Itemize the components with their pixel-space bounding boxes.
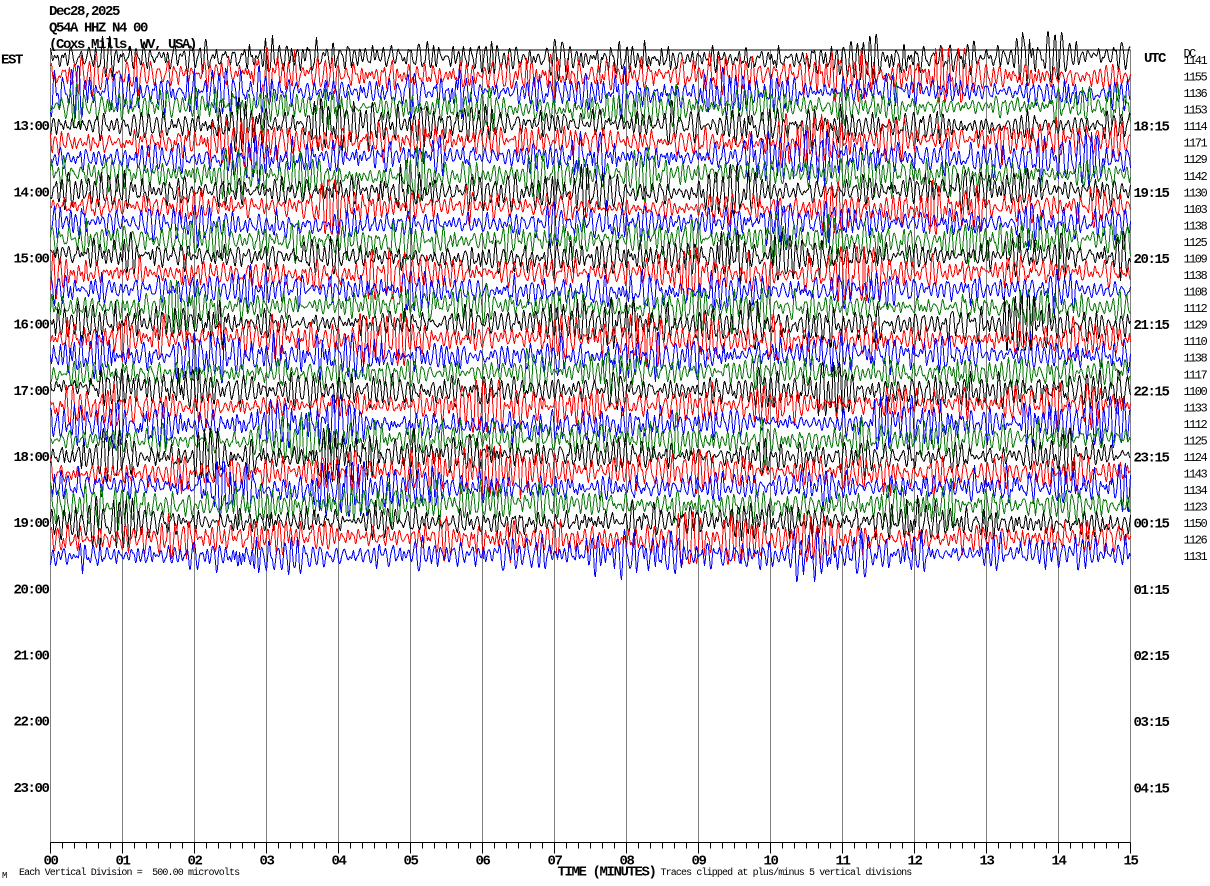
svg-text:1126: 1126 (1184, 534, 1208, 548)
svg-text:1108: 1108 (1184, 286, 1208, 300)
svg-text:1142: 1142 (1184, 170, 1208, 184)
svg-text:13: 13 (979, 854, 994, 870)
svg-text:Q54A HHZ N4 00: Q54A HHZ N4 00 (49, 21, 148, 37)
svg-text:1138: 1138 (1184, 219, 1208, 233)
svg-text:Each Vertical Division = 500.: Each Vertical Division = 500.00 microvol… (19, 867, 240, 879)
svg-text:DC: DC (1184, 47, 1197, 61)
svg-text:1136: 1136 (1184, 87, 1208, 101)
svg-text:03: 03 (259, 854, 274, 870)
svg-text:1141: 1141 (1184, 54, 1208, 68)
svg-text:(Coxs Mills, WV, USA): (Coxs Mills, WV, USA) (49, 37, 196, 53)
svg-text:1155: 1155 (1184, 71, 1208, 85)
svg-text:1124: 1124 (1184, 451, 1208, 465)
svg-text:22:15: 22:15 (1134, 384, 1170, 400)
svg-text:18:15: 18:15 (1134, 120, 1170, 136)
svg-text:1125: 1125 (1184, 434, 1208, 448)
svg-text:00: 00 (43, 854, 58, 870)
svg-text:1109: 1109 (1184, 252, 1208, 266)
svg-text:02:15: 02:15 (1134, 649, 1170, 665)
svg-text:1130: 1130 (1184, 186, 1208, 200)
svg-text:10: 10 (763, 854, 778, 870)
svg-text:19:00: 19:00 (13, 516, 49, 532)
svg-text:1123: 1123 (1184, 501, 1208, 515)
svg-text:02: 02 (187, 854, 202, 870)
svg-text:19:15: 19:15 (1134, 186, 1170, 202)
svg-text:11: 11 (835, 854, 850, 870)
svg-text:1100: 1100 (1184, 385, 1208, 399)
svg-text:23:15: 23:15 (1134, 450, 1170, 466)
svg-text:07: 07 (547, 854, 562, 870)
svg-text:09: 09 (691, 854, 706, 870)
svg-text:23:00: 23:00 (13, 781, 49, 797)
svg-text:12: 12 (907, 854, 922, 870)
svg-text:01:15: 01:15 (1134, 583, 1170, 599)
svg-text:1114: 1114 (1184, 120, 1208, 134)
svg-text:14: 14 (1051, 854, 1066, 870)
svg-text:TIME (MINUTES): TIME (MINUTES) (558, 865, 656, 881)
svg-text:1138: 1138 (1184, 352, 1208, 366)
svg-text:1138: 1138 (1184, 269, 1208, 283)
svg-text:17:00: 17:00 (13, 384, 49, 400)
svg-text:1134: 1134 (1184, 484, 1208, 498)
svg-text:05: 05 (403, 854, 418, 870)
svg-text:15:00: 15:00 (13, 251, 49, 267)
svg-text:03:15: 03:15 (1134, 715, 1170, 731)
svg-text:1129: 1129 (1184, 153, 1208, 167)
svg-text:20:15: 20:15 (1134, 252, 1170, 268)
svg-text:1112: 1112 (1184, 418, 1208, 432)
svg-text:00:15: 00:15 (1134, 517, 1170, 533)
svg-text:04: 04 (331, 854, 346, 870)
svg-text:EST: EST (1, 53, 23, 69)
svg-text:14:00: 14:00 (13, 185, 49, 201)
svg-text:16:00: 16:00 (13, 318, 49, 334)
svg-text:1117: 1117 (1184, 368, 1208, 382)
svg-text:1129: 1129 (1184, 319, 1208, 333)
svg-text:21:00: 21:00 (13, 648, 49, 664)
svg-text:1125: 1125 (1184, 236, 1208, 250)
svg-text:06: 06 (475, 854, 490, 870)
svg-text:22:00: 22:00 (13, 715, 49, 731)
svg-text:1131: 1131 (1184, 550, 1208, 564)
svg-text:13:00: 13:00 (13, 119, 49, 135)
svg-text:1112: 1112 (1184, 302, 1208, 316)
svg-text:04:15: 04:15 (1134, 781, 1170, 797)
svg-text:1110: 1110 (1184, 335, 1208, 349)
svg-text:Traces clipped at plus/minus 5: Traces clipped at plus/minus 5 vertical … (661, 867, 913, 879)
svg-text:18:00: 18:00 (13, 450, 49, 466)
svg-text:20:00: 20:00 (13, 582, 49, 598)
svg-text:21:15: 21:15 (1134, 318, 1170, 334)
svg-text:1153: 1153 (1184, 104, 1208, 118)
svg-text:1143: 1143 (1184, 468, 1208, 482)
svg-text:M: M (2, 871, 7, 881)
svg-text:1171: 1171 (1184, 137, 1208, 151)
svg-text:1150: 1150 (1184, 517, 1208, 531)
svg-text:Dec28,2025: Dec28,2025 (49, 4, 120, 20)
svg-text:1133: 1133 (1184, 401, 1208, 415)
svg-text:1103: 1103 (1184, 203, 1208, 217)
svg-text:15: 15 (1123, 854, 1138, 870)
svg-text:01: 01 (115, 854, 130, 870)
svg-text:UTC: UTC (1144, 51, 1167, 67)
svg-text:08: 08 (619, 854, 634, 870)
